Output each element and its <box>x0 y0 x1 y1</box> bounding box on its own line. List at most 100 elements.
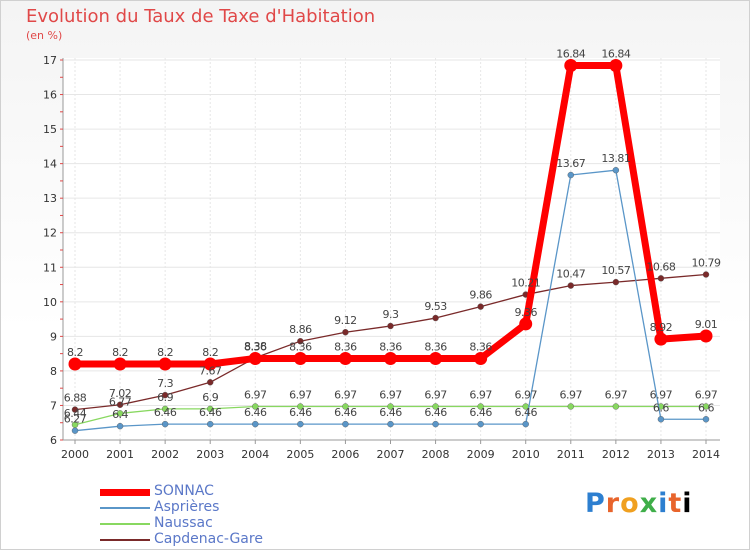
line-chart: 6 7 8 9 10 11 12 13 14 15 16 17 2000 2001 2002 2003 2004… <box>43 48 721 461</box>
data-label: 16.84 <box>556 48 585 61</box>
data-label: 8.2 <box>157 346 173 359</box>
x-tick-label: 2004 <box>241 448 269 461</box>
data-point <box>612 166 620 174</box>
data-label: 6.97 <box>695 388 718 401</box>
data-point <box>567 171 574 179</box>
data-point <box>432 403 439 410</box>
legend-swatch-aspriere <box>100 507 150 509</box>
data-label: 7.02 <box>109 387 132 400</box>
data-label: 6.97 <box>379 388 402 401</box>
plot-area <box>63 58 720 440</box>
data-label: 6.46 <box>424 406 447 419</box>
data-point <box>293 351 307 365</box>
data-point <box>248 351 262 365</box>
legend-item-sonnac[interactable]: SONNAC <box>100 483 360 500</box>
legend-swatch-naussac <box>100 523 150 525</box>
data-label: 6.77 <box>109 395 132 408</box>
data-label: 10.68 <box>646 260 675 273</box>
x-tick-label: 2006 <box>331 448 359 461</box>
data-point <box>207 379 214 386</box>
data-label: 6.6 <box>698 401 714 414</box>
legend-item-aspriere[interactable]: Asprières <box>100 499 360 516</box>
legend-label: Capdenac-Gare <box>154 531 263 547</box>
data-label: 6.97 <box>514 388 537 401</box>
data-point <box>522 420 529 428</box>
x-tick-label: 2001 <box>106 448 134 461</box>
data-label: 6.4 <box>112 408 128 421</box>
data-label: 6.46 <box>334 406 357 419</box>
x-tick-label: 2008 <box>422 448 450 461</box>
data-point <box>657 275 665 282</box>
data-point <box>116 410 124 417</box>
data-label: 8.86 <box>289 323 312 336</box>
data-label: 6.97 <box>560 388 583 401</box>
data-label: 6.97 <box>334 388 357 401</box>
data-point <box>297 338 304 345</box>
data-label: 6.46 <box>469 406 492 419</box>
data-label: 8.36 <box>424 340 447 353</box>
x-tick-label: 2003 <box>196 448 224 461</box>
data-label: 8.2 <box>112 346 128 359</box>
data-label: 9.01 <box>695 318 718 331</box>
data-label: 6.97 <box>424 388 447 401</box>
data-label: 6.97 <box>605 388 628 401</box>
data-label: 10.79 <box>692 257 721 270</box>
data-label: 9.86 <box>469 289 492 302</box>
data-point <box>158 357 172 371</box>
data-label: 8.38 <box>244 340 267 353</box>
data-point <box>702 271 710 278</box>
x-tick-label: 2010 <box>512 448 540 461</box>
legend: SONNAC Asprières Naussac Capdenac-Gare <box>100 483 360 548</box>
data-point <box>432 420 439 428</box>
data-point <box>699 329 713 343</box>
data-label: 6.97 <box>244 388 267 401</box>
data-label: 6.97 <box>469 388 492 401</box>
proxiti-logo: Proxiti <box>585 488 693 519</box>
data-label: 6.44 <box>64 407 87 420</box>
x-tick-label: 2013 <box>647 448 675 461</box>
data-point <box>297 420 304 428</box>
chart-subtitle: (en %) <box>26 29 63 42</box>
data-label: 13.81 <box>601 152 630 165</box>
data-point <box>567 403 574 410</box>
data-point <box>116 401 124 408</box>
x-tick-label: 2011 <box>557 448 585 461</box>
x-tick-label: 2012 <box>602 448 630 461</box>
data-label: 8.36 <box>244 340 267 353</box>
y-tick-label: 13 <box>43 192 57 205</box>
y-tick-label: 6 <box>50 434 57 447</box>
x-tick-label: 2014 <box>692 448 720 461</box>
data-label: 8.36 <box>469 340 492 353</box>
data-point <box>252 420 259 428</box>
y-tick-label: 17 <box>43 54 57 67</box>
legend-item-capdenac[interactable]: Capdenac-Gare <box>100 531 360 548</box>
data-label: 7.67 <box>199 364 222 377</box>
x-tick-label: 2007 <box>377 448 405 461</box>
data-label: 8.36 <box>379 340 402 353</box>
chart-title: Evolution du Taux de Taxe d'Habitation <box>26 6 376 27</box>
data-label: 6.9 <box>157 391 173 404</box>
data-point <box>71 427 79 434</box>
legend-label: Asprières <box>154 499 220 515</box>
legend-swatch-sonnac <box>100 489 150 496</box>
data-label: 6.9 <box>202 391 218 404</box>
data-label: 6.46 <box>199 406 222 419</box>
data-label: 8.36 <box>289 340 312 353</box>
data-point <box>207 405 214 413</box>
legend-item-naussac[interactable]: Naussac <box>100 515 360 532</box>
data-label: 10.57 <box>601 264 630 277</box>
data-point <box>342 420 349 428</box>
data-point <box>113 357 127 371</box>
y-tick-label: 9 <box>50 330 57 343</box>
x-tick-label: 2000 <box>61 448 89 461</box>
legend-swatch-capdenac <box>100 539 150 541</box>
data-point <box>387 420 394 428</box>
data-point <box>477 303 484 310</box>
y-tick-label: 7 <box>50 399 57 412</box>
data-point <box>207 420 214 428</box>
data-label: 6.27 <box>64 413 87 426</box>
data-point <box>612 278 620 286</box>
data-point <box>297 403 304 410</box>
data-label: 6.97 <box>650 388 673 401</box>
data-label: 8.2 <box>67 346 83 359</box>
